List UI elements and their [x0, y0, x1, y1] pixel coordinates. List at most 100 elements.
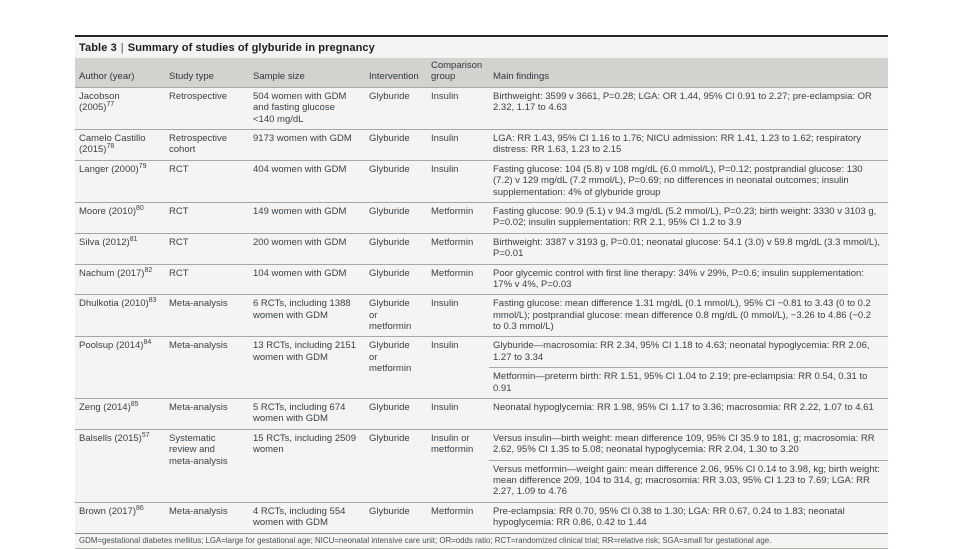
column-header: Study type	[165, 58, 249, 88]
findings-cell: Glyburide—macrosomia: RR 2.34, 95% CI 1.…	[489, 336, 888, 368]
study-type-cell: RCT	[165, 263, 249, 295]
table-row: Brown (2017)86 Meta-analysis 4 RCTs, inclu…	[75, 501, 888, 534]
summary-table: Author (year) Study type Sample size Interv…	[75, 58, 888, 549]
footnote-row: GDM=gestational diabetes mellitus; LGA=l…	[75, 532, 888, 549]
sample-size-cell: 6 RCTs, including 1388 women with GDM	[249, 294, 365, 337]
findings-cell: LGA: RR 1.43, 95% CI 1.16 to 1.76; NICU …	[489, 129, 888, 161]
comparison-group-cell: Insulin	[427, 159, 489, 203]
findings-cell: Birthweight: 3599 v 3661, P=0.28; LGA: O…	[489, 86, 888, 130]
findings-cell: Pre-eclampsia: RR 0.70, 95% CI 0.38 to 1…	[489, 501, 888, 534]
study-type-cell: Meta-analysis	[165, 501, 249, 534]
table-subrow: Versus metformin—weight gain: mean diffe…	[75, 459, 888, 503]
findings-cell: Fasting glucose: 104 (5.8) v 108 mg/dL (…	[489, 159, 888, 203]
reference-superscript: 83	[148, 297, 157, 305]
study-type-cell: Meta-analysis	[165, 336, 249, 399]
author-cell: Dhulkotia (2010)83	[75, 294, 165, 337]
author-cell: Nachum (2017)82	[75, 263, 165, 295]
sample-size-cell: 104 women with GDM	[249, 263, 365, 295]
intervention-cell: Glyburide	[365, 201, 427, 234]
findings-cell: Versus metformin—weight gain: mean diffe…	[489, 459, 888, 503]
findings-cell: Poor glycemic control with first line th…	[489, 263, 888, 295]
footnote: GDM=gestational diabetes mellitus; LGA=l…	[75, 532, 888, 549]
study-type-cell: Systematic review and meta-analysis	[165, 428, 249, 503]
column-header: Sample size	[249, 58, 365, 88]
sample-size-cell: 13 RCTs, including 2151 women with GDM	[249, 336, 365, 399]
table-row: Silva (2012)81 RCT 200 women with GDM Glybu…	[75, 232, 888, 265]
study-type-cell: RCT	[165, 232, 249, 265]
findings-cell: Neonatal hypoglycemia: RR 1.98, 95% CI 1…	[489, 398, 888, 430]
study-type-cell: Meta-analysis	[165, 294, 249, 337]
author-cell: Moore (2010)80	[75, 201, 165, 234]
intervention-cell: Glyburide	[365, 86, 427, 130]
table-row: Camelo Castillo (2015)78 Retrospective co…	[75, 129, 888, 161]
table-row: Zeng (2014)85 Meta-analysis 5 RCTs, includ…	[75, 398, 888, 430]
reference-superscript: 82	[144, 266, 153, 274]
study-type-cell: RCT	[165, 201, 249, 234]
study-type-cell: RCT	[165, 159, 249, 203]
reference-superscript: 79	[138, 162, 147, 170]
column-header: Author (year)	[75, 58, 165, 88]
comparison-group-cell: Insulin	[427, 398, 489, 430]
intervention-cell: Glyburide	[365, 263, 427, 295]
findings-cell: Versus insulin—birth weight: mean differ…	[489, 428, 888, 461]
comparison-group-cell: Metformin	[427, 201, 489, 234]
summary-table-container: Table 3 | Summary of studies of glyburide …	[75, 35, 888, 549]
intervention-cell: Glyburide or metformin	[365, 336, 427, 399]
comparison-group-cell: Insulin	[427, 336, 489, 399]
comparison-group-cell: Metformin	[427, 232, 489, 265]
column-header: Intervention	[365, 58, 427, 88]
author-cell: Silva (2012)81	[75, 232, 165, 265]
author-cell: Poolsup (2014)84	[75, 336, 165, 399]
table-title: Table 3 | Summary of studies of glyburide …	[75, 37, 888, 58]
table-row: Balsells (2015)57 Systematic review and m…	[75, 428, 888, 503]
table-title-text: Summary of studies of glyburide in pregn…	[127, 42, 375, 54]
reference-superscript: 86	[136, 504, 144, 512]
author-cell: Jacobson (2005)77	[75, 86, 165, 130]
table-row: Langer (2000)79 RCT 404 women with GDM Glyb…	[75, 159, 888, 203]
findings-cell: Fasting glucose: mean difference 1.31 mg…	[489, 294, 888, 337]
intervention-cell: Glyburide	[365, 501, 427, 534]
findings-cell: Birthweight: 3387 v 3193 g, P=0.01; neon…	[489, 232, 888, 265]
intervention-cell: Glyburide	[365, 398, 427, 430]
sample-size-cell: 9173 women with GDM	[249, 129, 365, 161]
sample-size-cell: 15 RCTs, including 2509 women	[249, 428, 365, 503]
intervention-cell: Glyburide	[365, 159, 427, 203]
column-header: Comparison group	[427, 58, 489, 88]
table-row: Poolsup (2014)84 Meta-analysis 13 RCTs, in…	[75, 336, 888, 399]
intervention-cell: Glyburide	[365, 428, 427, 503]
author-cell: Zeng (2014)85	[75, 398, 165, 430]
sample-size-cell: 4 RCTs, including 554 women with GDM	[249, 501, 365, 534]
reference-superscript: 78	[106, 143, 115, 151]
intervention-cell: Glyburide	[365, 129, 427, 161]
study-type-cell: Retrospective cohort	[165, 129, 249, 161]
author-cell: Balsells (2015)57	[75, 428, 165, 503]
reference-superscript: 84	[143, 339, 152, 347]
sample-size-cell: 504 women with GDM and fasting glucose <…	[249, 86, 365, 130]
column-header: Main findings	[489, 58, 888, 88]
reference-superscript: 80	[136, 204, 144, 212]
findings-cell: Fasting glucose: 90.9 (5.1) v 94.3 mg/dL…	[489, 201, 888, 234]
table-row: Jacobson (2005)77 Retrospective 504 women …	[75, 86, 888, 130]
reference-superscript: 57	[141, 431, 150, 439]
reference-superscript: 81	[129, 235, 138, 243]
title-separator: |	[120, 42, 124, 54]
sample-size-cell: 404 women with GDM	[249, 159, 365, 203]
study-type-cell: Meta-analysis	[165, 398, 249, 430]
table-subrow: Metformin—preterm birth: RR 1.51, 95% CI…	[75, 367, 888, 399]
sample-size-cell: 149 women with GDM	[249, 201, 365, 234]
author-cell: Camelo Castillo (2015)78	[75, 129, 165, 161]
findings-cell: Metformin—preterm birth: RR 1.51, 95% CI…	[489, 367, 888, 399]
table-row: Moore (2010)80 RCT 149 women with GDM Glybu…	[75, 201, 888, 234]
comparison-group-cell: Insulin or metformin	[427, 428, 489, 503]
header-row: Author (year) Study type Sample size Interv…	[75, 58, 888, 88]
comparison-group-cell: Metformin	[427, 263, 489, 295]
comparison-group-cell: Metformin	[427, 501, 489, 534]
reference-superscript: 85	[130, 400, 139, 408]
table-row: Dhulkotia (2010)83 Meta-analysis 6 RCTs, i…	[75, 294, 888, 337]
comparison-group-cell: Insulin	[427, 294, 489, 337]
reference-superscript: 77	[106, 101, 115, 109]
study-type-cell: Retrospective	[165, 86, 249, 130]
table-number: Table 3	[79, 42, 117, 54]
comparison-group-cell: Insulin	[427, 129, 489, 161]
author-cell: Brown (2017)86	[75, 501, 165, 534]
